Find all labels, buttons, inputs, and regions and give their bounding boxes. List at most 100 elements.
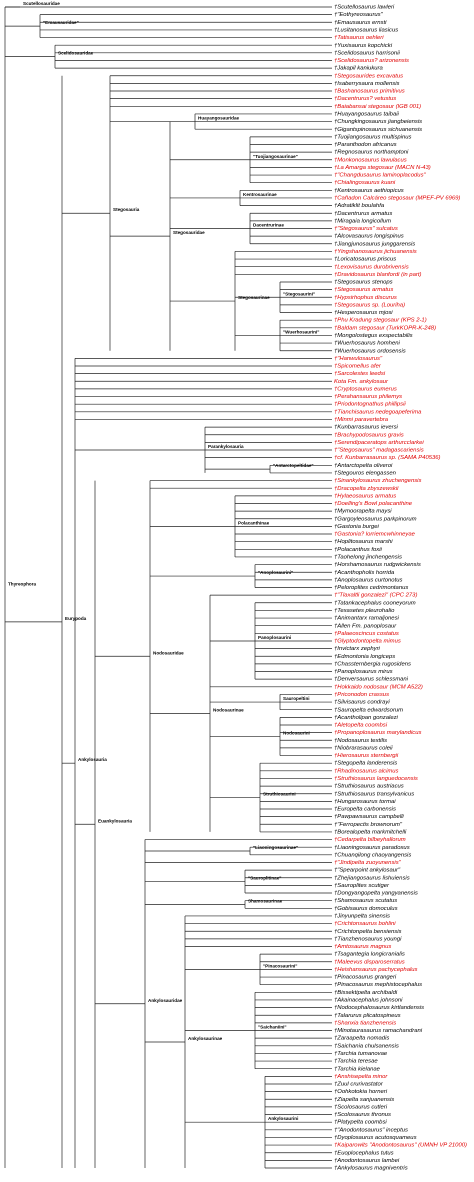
clade-label: Ankylosauridae bbox=[148, 998, 183, 1003]
taxon-label: †Regnosaurus northamptoni bbox=[334, 150, 409, 156]
taxon-label: †Palaeoscincus costatus bbox=[334, 631, 399, 637]
taxon-label: †Cryptosaurus eumerus bbox=[334, 386, 397, 392]
taxon-label: †Shanxia tianzhenensis bbox=[334, 1020, 396, 1026]
taxon-label: †Chialingosaurus kuani bbox=[334, 180, 396, 186]
taxon-label: †Hesperosaurus mjosi bbox=[334, 310, 393, 316]
taxon-label: †Shamosaurus scutatus bbox=[334, 898, 397, 904]
taxon-label: †Stegosaurus armatus bbox=[334, 287, 393, 293]
taxon-label: †Chungkingosaurus jiangbeiensis bbox=[334, 119, 422, 125]
taxon-label: †Pinacosaurus grangeri bbox=[334, 975, 397, 981]
taxon-label: †Hokkaido nodosaur (MCM A522) bbox=[334, 684, 423, 690]
clade-label: "Stegosaurini" bbox=[283, 291, 315, 296]
taxon-label: †La Amarga stegosaur (MACN N-43) bbox=[334, 165, 431, 171]
taxon-label: †Tatisaurus oehleri bbox=[334, 35, 384, 41]
taxon-label: †Kaiparowits "Anodontosaurus" (UMNH VP 2… bbox=[334, 1143, 467, 1149]
taxon-label: †Serendipaceratops arthurcclarkei bbox=[334, 440, 424, 446]
clade-label: Scutellosauridae bbox=[23, 1, 60, 6]
taxon-label: †Propanoplosaurus marylandicus bbox=[334, 730, 421, 736]
taxon-label: †Amtosaurus magnus bbox=[334, 944, 391, 950]
clade-label: Nodosaurinae bbox=[213, 708, 244, 713]
taxon-label: †Maleevus disparoserratus bbox=[334, 959, 405, 965]
taxon-label: †Dravidosaurus blanfordi (in part) bbox=[334, 272, 421, 278]
clade-label: "Pinacosaurini" bbox=[263, 963, 297, 968]
taxon-label: †Niobrarasaurus coleii bbox=[334, 745, 393, 751]
taxon-label: †Anoplosaurus curtonotus bbox=[334, 577, 402, 583]
taxon-label: †Borealopelta markmitchelli bbox=[334, 829, 407, 835]
taxon-label: †Dracopelta zbyszewskii bbox=[334, 486, 399, 492]
taxon-label: †Doelling's Bowl polacanthine bbox=[334, 501, 413, 507]
taxon-label: †Struthiosaurus transylvanicus bbox=[334, 791, 414, 797]
taxon-label: †Horshamosaurus rudgwickensis bbox=[334, 562, 421, 568]
taxon-label: †Gastonia? lorriemcwhinneyae bbox=[334, 532, 416, 538]
clade-label: Panoplosaurini bbox=[258, 635, 291, 640]
taxon-label: †Hypsirhophus discurus bbox=[334, 295, 397, 301]
taxon-label: †Wuerhosaurus homheni bbox=[334, 341, 401, 347]
clade-label: "Wuerhosaurini" bbox=[283, 329, 319, 334]
taxon-label: †Tuojiangosaurus multispinus bbox=[334, 134, 412, 140]
taxon-label: †Glyptodontopelta mimus bbox=[334, 639, 401, 645]
taxon-label: †Allen Fm. panoplosaur bbox=[334, 623, 397, 629]
taxon-label: †Phu Kradung stegosaur (KPS 2-1) bbox=[334, 318, 427, 324]
clade-label: Ankylosaurini bbox=[268, 1116, 298, 1121]
taxon-label: †Priodontognathus phillipsii bbox=[334, 402, 406, 408]
taxon-label: †Invictarx zephyri bbox=[334, 646, 381, 652]
taxon-label: †Yingshanosaurus jichuanensis bbox=[334, 249, 417, 255]
taxon-label: †Gobisaurus domoculus bbox=[334, 906, 398, 912]
taxon-label: †Oohkotokia horneri bbox=[334, 1089, 388, 1095]
taxon-label: †Euoplocephalus tutus bbox=[334, 1150, 394, 1156]
clade-label: "Saichaniini" bbox=[258, 1025, 287, 1030]
taxon-label: †Lusitanosaurus liasicus bbox=[334, 27, 398, 33]
taxon-label: †Scelidosaurus harrisonii bbox=[334, 50, 401, 56]
taxon-label: †"Jindipelta zuoyunensis" bbox=[334, 860, 402, 866]
taxon-label: †Tsagantegia longicranialis bbox=[334, 952, 405, 958]
taxon-label: †Stegouros elengassen bbox=[334, 470, 397, 476]
taxon-label: †Jiangjunosaurus junggarensis bbox=[334, 241, 415, 247]
taxon-label: †Stegosaurides excavatus bbox=[334, 73, 403, 79]
taxon-label: †Stegosaurus sp. (Louriha) bbox=[334, 302, 405, 308]
taxon-label: †Akainacephalus johnsoni bbox=[334, 998, 403, 1004]
taxon-label: †Cedarpelta bilbeyhallorum bbox=[334, 837, 406, 843]
taxon-label: †Minotaurasaurus ramachandrani bbox=[334, 1028, 423, 1034]
clade-label: Parankylosauria bbox=[208, 444, 244, 449]
taxon-label: †Denversaurus schlessmani bbox=[334, 677, 409, 683]
taxon-label: †Baiabansai stegosaur (IGB 001) bbox=[334, 104, 421, 110]
clade-label: Stegosauria bbox=[113, 207, 140, 212]
taxon-label: †Hylaeosaurus armatus bbox=[334, 493, 396, 499]
taxon-label: †Mongolostegus exspectabilis bbox=[334, 333, 413, 339]
taxon-label: †Bissektipelta archibaldi bbox=[334, 990, 398, 996]
taxon-label: †"Hanwulosaurus" bbox=[334, 356, 383, 362]
taxon-label: †Baldam stegosaur (TurkKOPR-K-248) bbox=[334, 325, 436, 331]
taxon-label: †Europelta carbonensis bbox=[334, 807, 396, 813]
taxon-label: †Peloroplites cedrimontanus bbox=[334, 585, 408, 591]
taxon-label: †Scelidosaurus? arizonensis bbox=[334, 58, 409, 64]
taxon-label: †Monkonosaurus lawulacus bbox=[334, 157, 407, 163]
taxon-label: †Heishansaurus pachycephalus bbox=[334, 967, 418, 973]
taxon-label: †"Tlaxaltli gonzalezi" (CPC 273) bbox=[334, 593, 417, 599]
clade-label: Dacentrurinae bbox=[253, 223, 284, 228]
clade-label: Ankylosauria bbox=[78, 757, 107, 762]
taxon-label: †Kentrosaurus aethiopicus bbox=[334, 188, 404, 194]
taxon-label: †Loricatosaurus priscus bbox=[334, 257, 396, 263]
clade-label: Thyreophora bbox=[8, 582, 37, 587]
taxon-label: †Crichtonpelta benxiensis bbox=[334, 929, 402, 935]
taxon-label: †Isaberrysaura mollensis bbox=[334, 81, 400, 87]
clade-label: Ankylosaurinae bbox=[188, 1036, 223, 1041]
taxon-label: †Acanthopholis horrida bbox=[334, 570, 395, 576]
taxon-label: †Minmi paravertebra bbox=[334, 417, 389, 423]
taxon-label: †Gastonia burgei bbox=[334, 524, 380, 530]
taxon-label: †Sauroplites scutiger bbox=[334, 883, 390, 889]
taxon-label: †Bashanosaurus primitivus bbox=[334, 89, 405, 95]
taxon-label: †Gigantspinosaurus sichuanensis bbox=[334, 127, 422, 133]
taxon-label: †Scolosaurus thronus bbox=[334, 1112, 391, 1118]
taxon-label: †Pawpawsaurus campbelli bbox=[334, 814, 404, 820]
taxon-label: †Tarchia tumanovae bbox=[334, 1051, 388, 1057]
taxon-label: †Hoplitosaurus marshi bbox=[334, 539, 393, 545]
taxon-label: †Tatankacephalus cooneyorum bbox=[334, 600, 416, 606]
taxon-label: †Crichtonsaurus bohlini bbox=[334, 921, 396, 927]
taxon-label: †Ziapelta sanjuanensis bbox=[334, 1097, 394, 1103]
clade-label: Polacanthinae bbox=[238, 520, 270, 525]
taxon-label: †Chuanqilong chaoyangensis bbox=[334, 852, 411, 858]
taxon-label: †"Ferropectis brownorum" bbox=[334, 822, 403, 828]
taxon-label: †Nodosaurus textilis bbox=[334, 738, 387, 744]
taxon-label: †Tarchia kielanae bbox=[334, 1066, 381, 1072]
